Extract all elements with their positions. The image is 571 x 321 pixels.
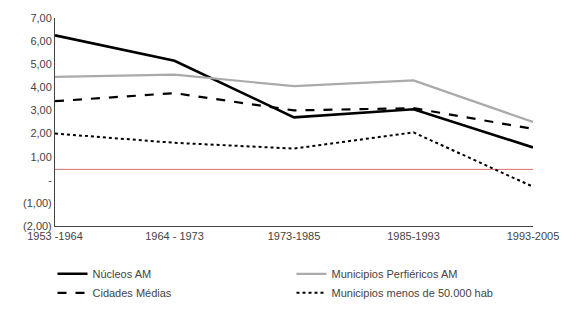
svg-text:4,00: 4,00: [30, 81, 51, 93]
svg-text:1953 -1964: 1953 -1964: [27, 230, 83, 242]
svg-text:(2,00): (2,00): [23, 220, 52, 232]
svg-text:1964 - 1973: 1964 - 1973: [145, 230, 204, 242]
svg-text:1993-2005: 1993-2005: [507, 230, 560, 242]
svg-text:1973-1985: 1973-1985: [268, 230, 321, 242]
svg-text:Cidades Médias: Cidades Médias: [93, 287, 172, 299]
svg-text:5,00: 5,00: [30, 58, 51, 70]
svg-text:1985-1993: 1985-1993: [387, 230, 440, 242]
svg-text:Municipios menos de 50.000 hab: Municipios menos de 50.000 hab: [332, 287, 493, 299]
svg-text:2,00: 2,00: [30, 127, 51, 139]
svg-text:1,00: 1,00: [30, 151, 51, 163]
svg-text:6,00: 6,00: [30, 35, 51, 47]
svg-text:Municipios Perfiéricos AM: Municipios Perfiéricos AM: [332, 268, 458, 280]
svg-text:-: -: [48, 174, 52, 186]
svg-text:3,00: 3,00: [30, 104, 51, 116]
svg-text:Núcleos AM: Núcleos AM: [93, 268, 152, 280]
svg-text:7,00: 7,00: [30, 12, 51, 24]
svg-text:(1,00): (1,00): [23, 197, 52, 209]
